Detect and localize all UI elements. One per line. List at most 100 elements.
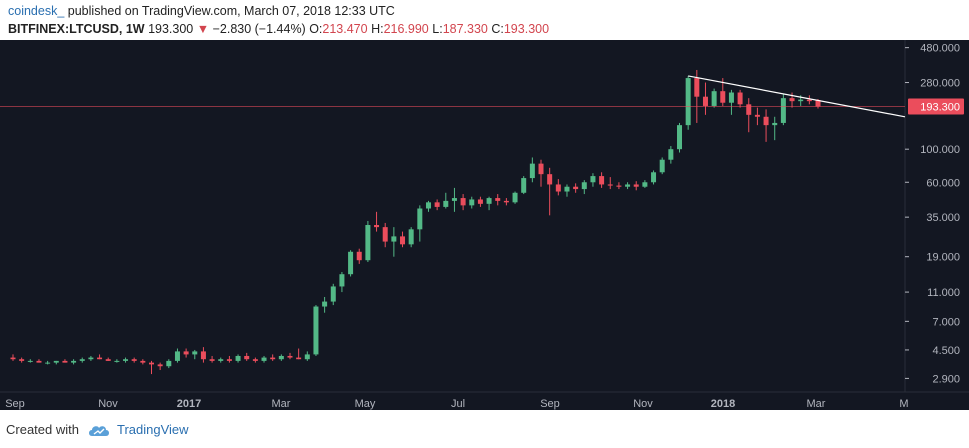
candle <box>573 183 579 193</box>
last-price-tag-label: 193.300 <box>920 102 960 114</box>
tradingview-cloud-icon <box>88 425 109 436</box>
candle <box>261 355 267 363</box>
x-tick-label: Sep <box>5 398 25 410</box>
candle <box>183 348 189 358</box>
candle <box>270 354 276 361</box>
candle <box>512 191 518 204</box>
candle <box>469 196 475 209</box>
candlestick-chart[interactable]: 480.000 280.000 100.000 60.000 35.000 19.000 1… <box>0 40 969 410</box>
candle <box>495 194 501 206</box>
high-value: 216.990 <box>383 22 429 36</box>
candle <box>564 184 570 197</box>
y-tick-label: 2.900 <box>932 373 960 385</box>
candle <box>296 348 302 360</box>
candle <box>88 355 94 361</box>
candle <box>702 82 708 115</box>
candle <box>694 69 700 123</box>
candle <box>746 98 752 133</box>
x-tick-label: Mar <box>807 398 826 410</box>
candle <box>417 205 423 242</box>
candle <box>148 360 154 375</box>
candle <box>157 362 163 371</box>
x-tick-label: M <box>899 398 908 410</box>
tradingview-brand-link[interactable]: TradingView <box>116 422 189 437</box>
candle <box>304 351 310 361</box>
created-with-label: Created with <box>6 422 79 437</box>
candle <box>486 196 492 211</box>
candle <box>590 173 596 187</box>
candle <box>763 109 769 142</box>
candle <box>581 180 587 195</box>
candle <box>19 357 25 363</box>
candle <box>140 359 146 365</box>
candle <box>425 200 431 212</box>
symbol-label: BITFINEX:LTCUSD, 1W <box>8 22 145 36</box>
candle <box>616 182 622 190</box>
grid <box>0 40 969 393</box>
y-tick-label: 60.000 <box>926 177 960 189</box>
y-tick-label: 11.000 <box>927 287 960 299</box>
candle <box>443 192 449 209</box>
y-tick-label: 19.000 <box>926 252 960 264</box>
candle <box>53 360 59 365</box>
candle <box>192 349 198 360</box>
candle <box>659 157 665 175</box>
footer: Created with TradingView <box>6 422 189 437</box>
candle <box>503 198 509 206</box>
candle <box>79 357 85 363</box>
author-link[interactable]: coindesk_ <box>8 4 65 18</box>
chart-area[interactable]: 480.000 280.000 100.000 60.000 35.000 19.000 1… <box>0 40 969 410</box>
candle <box>209 355 215 363</box>
candle <box>477 196 483 207</box>
candle <box>71 359 77 365</box>
candle <box>408 227 414 248</box>
candle <box>391 227 397 257</box>
open-label: O: <box>309 22 323 36</box>
candle <box>711 88 717 108</box>
candle <box>451 187 457 212</box>
y-tick-label: 480.000 <box>920 43 960 55</box>
candle <box>434 199 440 211</box>
y-tick-label: 7.000 <box>932 316 960 328</box>
candle <box>365 220 371 263</box>
candle <box>685 75 691 130</box>
last-price: 193.300 <box>148 22 194 36</box>
chart-background <box>0 40 969 410</box>
high-label: H: <box>371 22 384 36</box>
candle <box>382 222 388 248</box>
candle <box>235 354 241 363</box>
candle <box>633 181 639 191</box>
candle <box>218 357 224 363</box>
open-value: 213.470 <box>322 22 368 36</box>
low-label: L: <box>432 22 443 36</box>
price-axis: 480.000 280.000 100.000 60.000 35.000 19.000 1… <box>905 43 960 385</box>
candle <box>174 348 180 363</box>
y-tick-label: 280.000 <box>920 78 960 90</box>
candle <box>356 248 362 264</box>
quote-line: BITFINEX:LTCUSD, 1W 193.300 ▼ −2.830 (−1… <box>8 22 549 36</box>
candle <box>105 357 111 361</box>
x-tick-label: Nov <box>633 398 653 410</box>
candle <box>348 250 354 277</box>
candle <box>244 352 250 361</box>
candle <box>529 157 535 183</box>
candle <box>330 283 336 306</box>
y-tick-label: 100.000 <box>920 144 960 156</box>
down-arrow-icon: ▼ <box>196 22 210 36</box>
candle <box>737 89 743 108</box>
publish-info: published on TradingView.com, March 07, … <box>67 4 395 18</box>
candle <box>642 180 648 188</box>
candle <box>287 352 293 360</box>
trend-line <box>688 75 906 118</box>
candle <box>668 146 674 164</box>
candle <box>226 355 232 363</box>
x-tick-label: Mar <box>272 398 291 410</box>
candle <box>10 354 16 361</box>
candle <box>123 357 129 363</box>
candle <box>806 95 812 105</box>
candle <box>374 211 380 232</box>
candle <box>625 182 631 190</box>
candle <box>166 359 172 369</box>
candle <box>62 359 68 363</box>
x-tick-label: 2018 <box>711 398 735 410</box>
